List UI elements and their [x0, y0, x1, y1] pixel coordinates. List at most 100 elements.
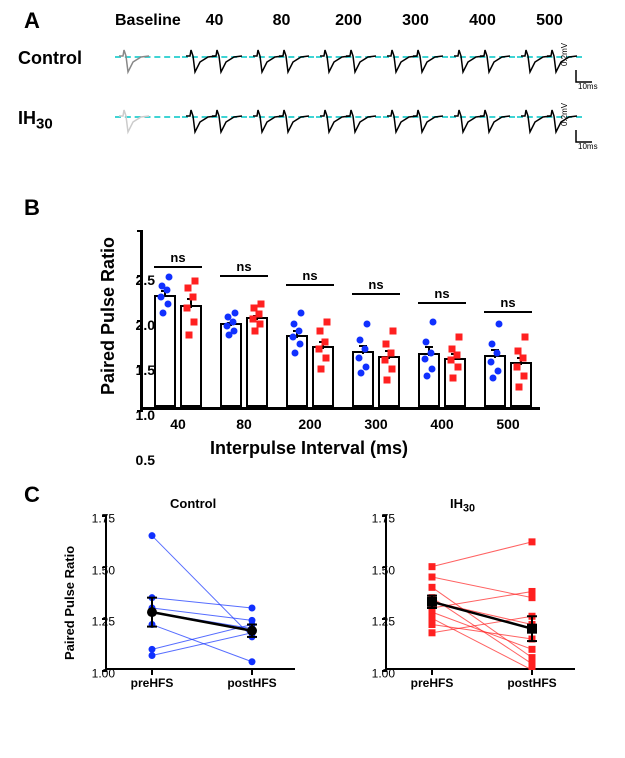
panel-b-xtick: 40: [170, 416, 186, 432]
data-point: [430, 318, 437, 325]
trace-cell: [383, 40, 448, 80]
panel-c-title: IH30: [450, 496, 475, 515]
panel-c-ih30: preHFS postHFS IH30 1.00 1.25 1.50 1.75: [330, 490, 590, 710]
panel-b-chart: Paired Pulse Ratio ns 40 ns 80 ns 200 ns 300 ns 4…: [90, 220, 560, 460]
panel-a-col-500: 500: [517, 12, 582, 30]
sig-label: ns: [368, 277, 383, 292]
data-point: [514, 363, 521, 370]
scale-bar-control: 0.2mV 10ms: [570, 68, 600, 92]
panel-a-col-200: 200: [316, 12, 381, 30]
data-point: [488, 359, 495, 366]
scale-bar-ih30: 0.2mV 10ms: [570, 128, 600, 152]
sig-label: ns: [236, 259, 251, 274]
data-point: [489, 341, 496, 348]
panel-c-xtick: postHFS: [227, 676, 276, 690]
data-point: [422, 356, 429, 363]
panel-b-xtick: 300: [364, 416, 387, 432]
data-point: [186, 332, 193, 339]
data-point: [520, 354, 527, 361]
data-point: [522, 333, 529, 340]
data-point: [383, 341, 390, 348]
trace-cell: [316, 100, 381, 140]
data-point: [362, 345, 369, 352]
panel-c-xtick: preHFS: [411, 676, 454, 690]
panel-a-label: A: [24, 8, 40, 34]
data-point: [257, 321, 264, 328]
data-point: [158, 294, 165, 301]
trace-cell: [115, 40, 180, 80]
panel-c-xtick: preHFS: [131, 676, 174, 690]
trace-cell: [316, 40, 381, 80]
data-point: [256, 311, 263, 318]
data-point: [449, 345, 456, 352]
panel-a-col-400: 400: [450, 12, 515, 30]
data-point: [225, 314, 232, 321]
trace-cell: [182, 100, 247, 140]
data-point: [252, 327, 259, 334]
data-point: [495, 368, 502, 375]
panel-b-ytick: 1.5: [136, 362, 155, 378]
data-point: [356, 354, 363, 361]
panel-b-xtick: 80: [236, 416, 252, 432]
data-point: [297, 341, 304, 348]
trace-cell: [249, 40, 314, 80]
data-point: [389, 366, 396, 373]
panel-c-container: Paired Pulse Ratio preHFSpostHFS Control…: [40, 490, 600, 740]
panel-b-ytick: 1.0: [136, 407, 155, 423]
data-point: [258, 300, 265, 307]
data-point: [165, 300, 172, 307]
data-point: [231, 327, 238, 334]
data-point: [317, 327, 324, 334]
data-point: [166, 273, 173, 280]
panel-b-xtick: 400: [430, 416, 453, 432]
panel-c-ytick: 1.25: [92, 615, 115, 622]
panel-c-ytick: 1.00: [92, 667, 115, 674]
panel-b-ylabel: Paired Pulse Ratio: [98, 237, 119, 395]
panel-b-ytick: 0.5: [136, 452, 155, 468]
data-point: [521, 372, 528, 379]
data-point: [190, 294, 197, 301]
panel-c-ytick: 1.75: [372, 512, 395, 519]
data-point: [184, 305, 191, 312]
data-point: [251, 305, 258, 312]
data-point: [159, 282, 166, 289]
sig-label: ns: [500, 295, 515, 310]
trace-cell: [249, 100, 314, 140]
data-point: [191, 318, 198, 325]
data-point: [455, 363, 462, 370]
trace-cell: [383, 100, 448, 140]
panel-a-col-80: 80: [249, 12, 314, 30]
panel-b-xtick: 500: [496, 416, 519, 432]
panel-c-ytick: 1.50: [372, 563, 395, 570]
data-point: [390, 327, 397, 334]
data-point: [296, 327, 303, 334]
panel-a-col-300: 300: [383, 12, 448, 30]
panel-c-ytick: 1.00: [372, 667, 395, 674]
panel-c-ytick: 1.25: [372, 615, 395, 622]
data-point: [428, 350, 435, 357]
data-point: [494, 350, 501, 357]
data-point: [364, 321, 371, 328]
panel-b-ytick: 2.5: [136, 272, 155, 288]
data-point: [185, 285, 192, 292]
panel-b-xtick: 200: [298, 416, 321, 432]
panel-a-rowlabel-0: Control: [18, 48, 82, 69]
panel-c-xtick: postHFS: [507, 676, 556, 690]
sig-label: ns: [434, 286, 449, 301]
data-point: [324, 318, 331, 325]
panel-b-ytick: 2.0: [136, 317, 155, 333]
data-point: [515, 348, 522, 355]
data-point: [456, 333, 463, 340]
data-point: [450, 375, 457, 382]
sig-label: ns: [302, 268, 317, 283]
data-point: [423, 339, 430, 346]
data-point: [357, 336, 364, 343]
data-point: [516, 384, 523, 391]
data-point: [316, 345, 323, 352]
panel-b-label: B: [24, 195, 40, 221]
data-point: [322, 339, 329, 346]
panel-c-ylabel: Paired Pulse Ratio: [62, 546, 77, 660]
data-point: [323, 354, 330, 361]
data-point: [292, 350, 299, 357]
data-point: [290, 333, 297, 340]
